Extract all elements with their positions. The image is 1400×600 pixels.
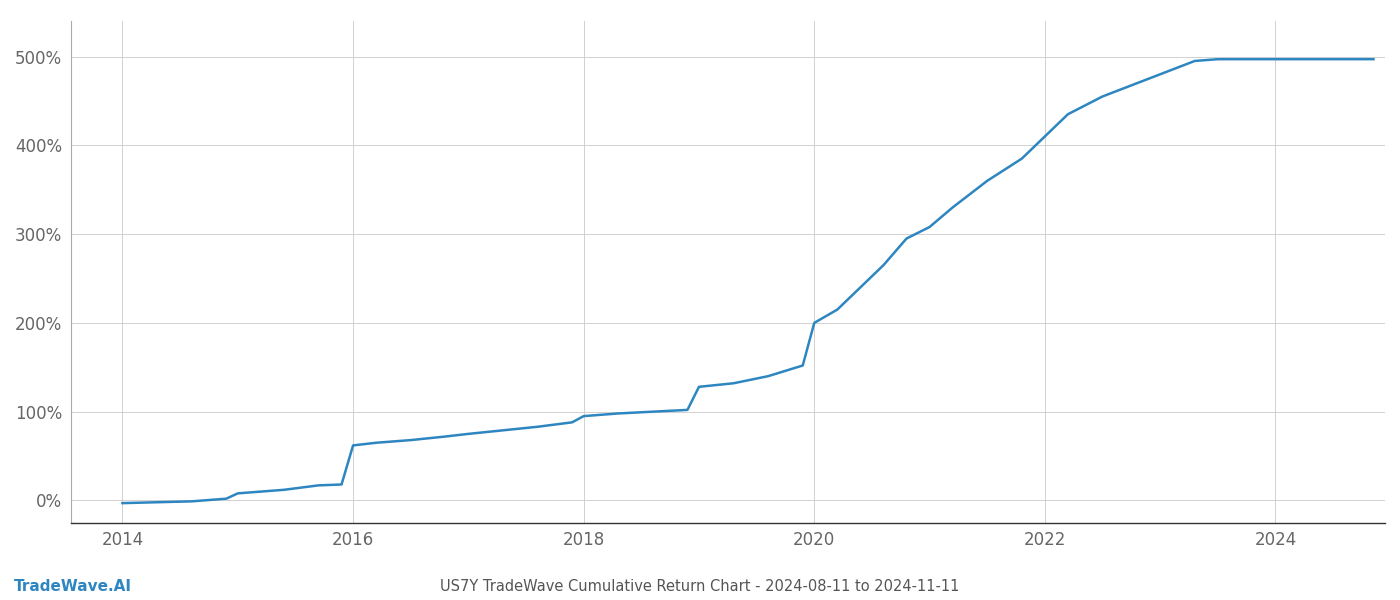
Text: TradeWave.AI: TradeWave.AI [14,579,132,594]
Text: US7Y TradeWave Cumulative Return Chart - 2024-08-11 to 2024-11-11: US7Y TradeWave Cumulative Return Chart -… [441,579,959,594]
